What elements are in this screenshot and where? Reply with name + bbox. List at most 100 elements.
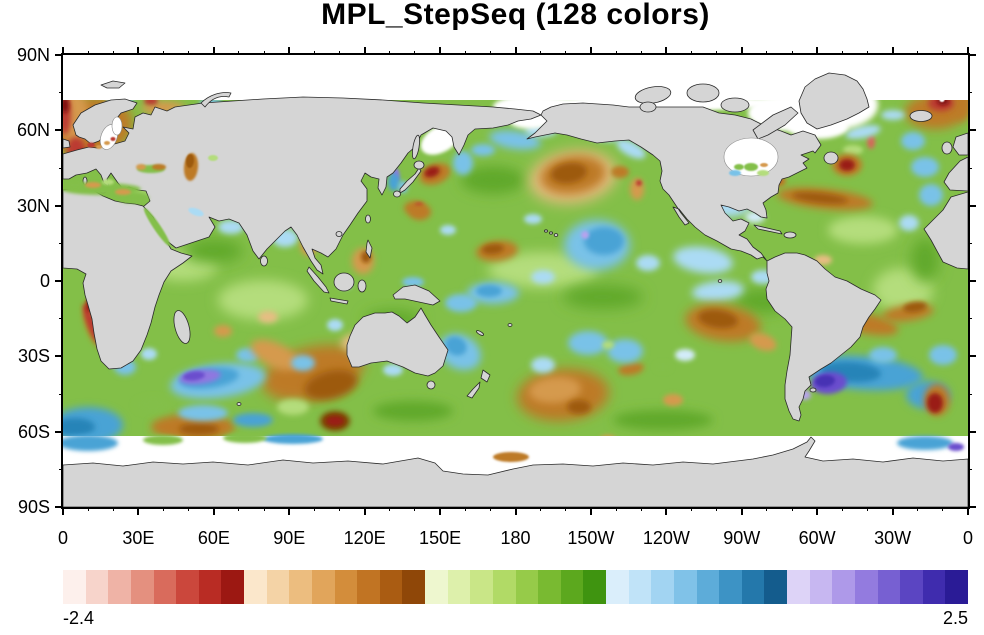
x-axis-tick-top [464,51,466,55]
x-axis-tick-bottom [414,507,416,511]
island-kerguelen [236,402,242,406]
x-axis-tick-top [87,51,89,55]
island-hainan [335,231,343,237]
island-hawaii-2 [549,231,553,235]
island-falkland [809,387,817,393]
x-axis-tick-bottom [665,507,668,515]
y-axis-tick-right [968,167,972,169]
x-axis-tick-bottom [62,507,64,515]
y-axis-tick-left [59,92,63,94]
x-axis-tick-top [137,47,140,55]
y-axis-tick-label: 60S [17,421,50,442]
anomaly-blob [911,238,939,282]
anomaly-blob [903,301,927,313]
anomaly-blob [613,410,713,430]
y-axis-tick-right [968,242,972,244]
colorbar-max-label: 2.5 [942,608,968,628]
anomaly-blob [144,100,158,105]
x-axis-tick-label: 120W [642,528,690,548]
anomaly-blob [881,110,905,120]
colorbar-step [877,570,901,604]
island-arctic-archipelago-1 [634,86,672,104]
landmass-south-america [765,252,882,422]
island-ireland [941,141,953,155]
inland-sea-data [104,141,110,145]
x-axis-tick-top [565,51,567,55]
x-axis-tick-bottom [514,507,517,515]
anomaly-blob [388,173,400,191]
anomaly-blob [183,371,205,381]
anomaly-blob [949,100,968,121]
anomaly-blob [899,215,919,231]
colorbar-step [153,570,177,604]
anomaly-blob-southern-band [143,435,183,445]
anomaly-blob [461,166,525,194]
colorbar-step [198,570,222,604]
landmass-antarctica [63,436,968,507]
anomaly-blob [63,418,95,436]
island-hawaii-1 [544,229,548,233]
x-axis-tick-label: 0 [962,528,974,548]
x-axis-tick-bottom [313,507,315,511]
x-axis-tick-top [716,51,718,55]
x-axis-tick-top [414,51,416,55]
x-axis-tick-label: 180 [500,528,531,548]
x-axis-tick-bottom [690,507,692,511]
y-axis-tick-label: 60N [16,120,50,141]
anomaly-blob [529,376,581,404]
anomaly-blob [409,204,431,220]
x-axis-tick-bottom [615,507,617,511]
inland-sea-data [63,181,87,189]
inland-sea-data [729,170,741,176]
colorbar-step [854,570,878,604]
anomaly-blob [675,349,695,361]
colorbar-step [492,570,516,604]
x-axis-tick-top [589,47,592,55]
anomaly-blob [749,333,777,351]
anomaly-blob [482,243,504,255]
x-axis-tick-top [615,51,617,55]
landmass-greenland [798,72,870,130]
anomaly-blob [602,435,614,436]
anomaly-blob [178,405,228,421]
x-axis-tick-top [238,51,240,55]
anomaly-blob [383,364,403,376]
island-hawaii-3 [553,233,559,237]
inland-sea-data [939,98,945,102]
colorbar-step [560,570,584,604]
inland-sea-data [96,145,102,149]
colorbar-step [244,570,267,604]
anomaly-blob [839,159,855,171]
x-axis-tick-bottom [389,507,391,511]
landmass-west-africa-right-edge [923,191,968,270]
colorbar-step [402,570,425,604]
landmass-iberia-right-edge [943,156,968,192]
x-axis-tick-top [640,51,642,55]
anomaly-blob [607,339,643,363]
anomaly-blob [911,157,939,177]
anomaly-blob [815,374,835,388]
inland-sea-data [143,207,171,247]
x-axis-tick-label: 60E [197,528,230,548]
x-axis-tick-label: 30W [874,528,912,548]
anomaly-blob [698,309,738,329]
anomaly-blob [373,401,453,421]
anomaly-blob [663,394,683,406]
inland-sea-data [152,164,166,170]
anomaly-blob [63,100,69,113]
y-axis-tick-left [55,280,63,282]
x-axis-tick-bottom [640,507,642,511]
colorbar-step [832,570,855,604]
colorbar-step [764,570,787,604]
anomaly-blob [563,285,643,309]
anomaly-blob [183,239,243,263]
x-axis-tick-bottom [942,507,944,511]
colorbar-step [266,570,290,604]
anomaly-blob [233,413,273,427]
colorbar-step [628,570,652,604]
x-axis-tick-top [740,47,743,55]
colorbar-step [651,570,674,604]
x-axis-tick-bottom [589,507,592,515]
island-novaya-zemlya [200,92,232,108]
